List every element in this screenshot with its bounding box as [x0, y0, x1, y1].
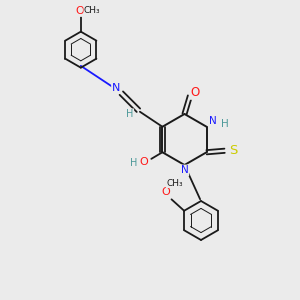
Text: O: O — [191, 86, 200, 99]
Text: H: H — [221, 119, 229, 129]
Text: N: N — [209, 116, 217, 126]
Text: O: O — [139, 157, 148, 167]
Text: H: H — [130, 158, 138, 168]
Text: S: S — [230, 144, 238, 157]
Text: N: N — [181, 165, 188, 176]
Text: CH₃: CH₃ — [166, 178, 183, 188]
Text: H: H — [126, 109, 134, 119]
Text: O: O — [76, 6, 85, 16]
Text: N: N — [112, 83, 120, 93]
Text: O: O — [161, 187, 170, 197]
Text: CH₃: CH₃ — [84, 5, 101, 14]
